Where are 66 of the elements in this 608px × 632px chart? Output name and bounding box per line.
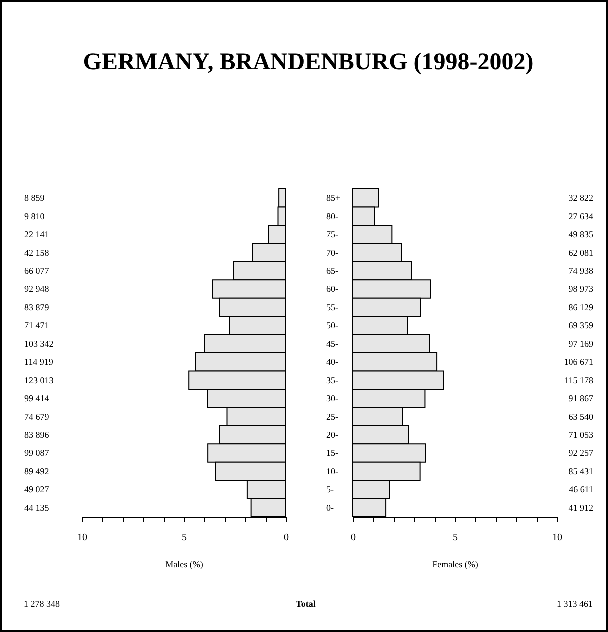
y-tick-label: 8 859 xyxy=(24,193,46,204)
y2-tick-label: 92 257 xyxy=(568,448,594,458)
y-tick-label: 92 948 xyxy=(24,284,50,294)
y-tick-label: 40- xyxy=(326,357,338,368)
y-tick-label: 66 077 xyxy=(24,266,50,276)
y-tick-label: 10- xyxy=(326,466,338,476)
y-tick-label: 83 879 xyxy=(24,302,50,312)
y-tick-label: 89 492 xyxy=(24,466,50,476)
y2-tick-label: 115 178 xyxy=(564,375,594,386)
y-tick-label: 55- xyxy=(326,302,338,312)
y2-tick-label: 27 634 xyxy=(568,211,594,222)
y2-tick-label: 97 169 xyxy=(568,338,594,349)
y-tick-label: 75- xyxy=(326,230,338,240)
y-tick-label: 103 342 xyxy=(24,338,54,349)
x-tick-label: 5 xyxy=(182,532,187,544)
y-tick-label: 70- xyxy=(326,248,338,258)
y-tick-label: 50- xyxy=(326,320,338,331)
y-tick-label: 20- xyxy=(326,430,338,440)
y-tick-label: 35- xyxy=(326,375,338,386)
y2-tick-label: 91 867 xyxy=(568,394,594,404)
y-tick-label: 30- xyxy=(326,394,338,404)
x-axis-title: Females (%) xyxy=(432,560,478,570)
x-tick-label: 0 xyxy=(284,532,289,544)
y-tick-label: 5- xyxy=(326,484,334,495)
y2-tick-label: 74 938 xyxy=(568,266,594,276)
y-tick-label: 99 414 xyxy=(24,394,50,404)
y-tick-label: 99 087 xyxy=(24,448,50,458)
x-tick-label: 0 xyxy=(351,532,356,544)
y2-tick-label: 41 912 xyxy=(568,502,594,513)
chart-title: GERMANY, BRANDENBURG (1998-2002) xyxy=(83,50,534,76)
y2-tick-label: 98 973 xyxy=(568,284,594,294)
y-tick-label: 9 810 xyxy=(24,211,46,222)
y2-tick-label: 86 129 xyxy=(568,302,594,312)
y2-tick-label: 63 540 xyxy=(568,412,594,422)
y2-tick-label: 71 053 xyxy=(568,430,594,440)
y-tick-label: 74 679 xyxy=(24,412,50,422)
y-tick-label: 123 013 xyxy=(24,375,54,386)
text: Total xyxy=(296,599,316,609)
text: 1 313 461 xyxy=(557,599,593,609)
y-tick-label: 25- xyxy=(326,412,338,422)
y2-tick-label: 46 611 xyxy=(569,484,594,495)
y2-tick-label: 62 081 xyxy=(568,248,594,258)
y2-tick-label: 69 359 xyxy=(568,320,594,331)
y-tick-label: 65- xyxy=(326,266,338,276)
y-tick-label: 114 919 xyxy=(24,357,54,368)
y-tick-label: 80- xyxy=(326,211,338,222)
x-tick-label: 10 xyxy=(552,532,562,544)
x-tick-label: 5 xyxy=(453,532,458,544)
y2-tick-label: 32 822 xyxy=(568,193,594,204)
x-axis-title: Males (%) xyxy=(166,560,204,570)
y-tick-label: 60- xyxy=(326,284,338,294)
y-tick-label: 15- xyxy=(326,448,338,458)
y2-tick-label: 85 431 xyxy=(568,466,594,476)
y-tick-label: 49 027 xyxy=(24,484,50,495)
y-tick-label: 83 896 xyxy=(24,430,50,440)
y-tick-label: 0- xyxy=(326,502,334,513)
y-tick-label: 42 158 xyxy=(24,248,50,258)
y-tick-label: 44 135 xyxy=(24,502,50,513)
y2-tick-label: 106 671 xyxy=(564,357,594,368)
y2-tick-label: 49 835 xyxy=(568,230,594,240)
y-tick-label: 45- xyxy=(326,338,338,349)
text: 1 278 348 xyxy=(24,599,60,609)
y-tick-label: 85+ xyxy=(326,193,341,204)
y-tick-label: 71 471 xyxy=(24,320,50,331)
x-tick-label: 10 xyxy=(78,532,88,544)
y-tick-label: 22 141 xyxy=(24,230,50,240)
